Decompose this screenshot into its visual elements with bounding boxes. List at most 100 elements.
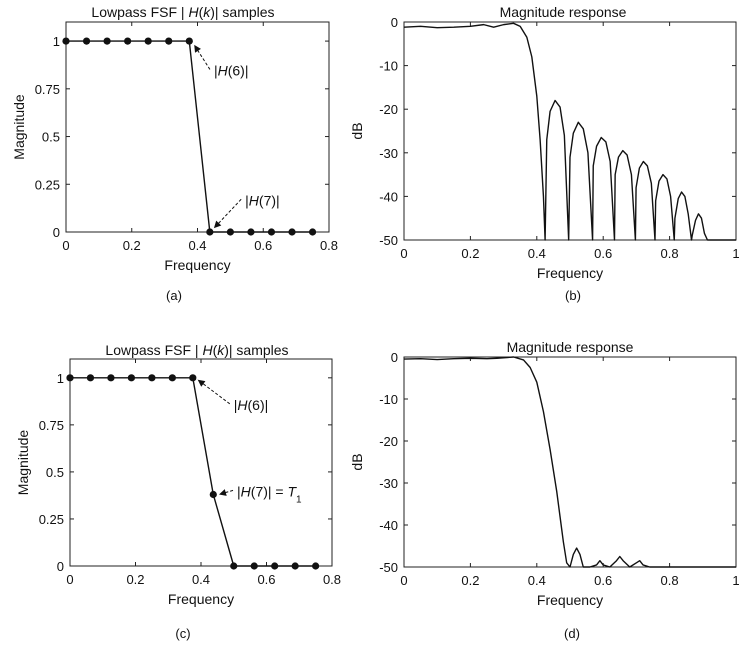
chart-title-part: k	[203, 4, 211, 20]
y-tick-label: -30	[379, 476, 398, 491]
x-tick-label: 0.8	[661, 573, 679, 588]
chart-title-part: Magnitude response	[500, 4, 627, 20]
chart-title-part: (	[213, 342, 218, 358]
x-tick-label: 0	[62, 238, 69, 253]
x-tick-label: 0.8	[661, 246, 679, 261]
data-point	[165, 37, 173, 45]
data-point	[291, 562, 299, 570]
x-tick-label: 0.2	[123, 238, 141, 253]
chart-title-part: )| samples	[224, 342, 288, 358]
chart-title: Magnitude response	[500, 4, 627, 20]
chart-title-part: k	[217, 342, 225, 358]
x-tick-label: 0	[400, 246, 407, 261]
annotation-label-part: (6)|	[228, 62, 249, 78]
y-tick-label: -10	[379, 392, 398, 407]
y-tick-label: 0.5	[46, 465, 64, 480]
data-point	[226, 228, 234, 236]
y-tick-label: 1	[57, 371, 64, 386]
x-tick-label: 1	[732, 246, 739, 261]
plot-frame	[65, 21, 330, 233]
data-point	[148, 374, 156, 382]
annotation-arrowhead	[213, 220, 222, 229]
chart-title-part: H	[202, 342, 213, 358]
data-point	[66, 374, 74, 382]
annotation-label-part: (7)| =	[251, 483, 288, 499]
y-tick-label: 0	[53, 225, 60, 240]
x-tick-label: 0.4	[188, 238, 206, 253]
chart-panel-c: 0 0.2 0.4 0.6 0.8 0 0.25 0.5 0.75 1 Lowpass FSF | …	[15, 342, 341, 641]
x-axis-label: Frequency	[164, 257, 230, 273]
data-point	[124, 37, 132, 45]
y-tick-label: 0	[391, 350, 398, 365]
data-point	[230, 562, 238, 570]
y-tick-label: 0.25	[39, 512, 64, 527]
y-tick-label: 1	[53, 34, 60, 49]
y-tick-label: 0	[391, 15, 398, 30]
y-axis-label: Magnitude	[15, 430, 31, 496]
x-tick-label: 0.2	[461, 573, 479, 588]
plot-frame	[403, 356, 737, 568]
x-tick-label: 1	[732, 573, 739, 588]
annotation-arrow	[197, 379, 231, 405]
x-tick-label: 0.4	[192, 572, 210, 587]
annotation-arrowhead	[194, 44, 201, 53]
annotation-label-part: H	[237, 397, 248, 413]
annotation-label-part: (6)|	[248, 397, 269, 413]
plot-frame	[69, 358, 333, 567]
annotation-label-part: |	[214, 62, 218, 78]
y-tick-label: -30	[379, 146, 398, 161]
annotation-arrowhead	[219, 489, 227, 496]
annotation-label: |H(6)|	[234, 397, 269, 413]
y-tick-label: 0.75	[35, 82, 60, 97]
annotation-arrowhead	[197, 379, 206, 387]
data-point	[250, 562, 258, 570]
x-axis-label: Frequency	[537, 592, 603, 608]
y-axis-label: dB	[349, 122, 365, 139]
data-point	[107, 374, 115, 382]
chart-title-part: Lowpass FSF |	[105, 342, 202, 358]
x-axis-label: Frequency	[537, 265, 603, 281]
data-point	[206, 228, 214, 236]
x-tick-label: 0.8	[320, 238, 338, 253]
data-point	[144, 37, 152, 45]
annotation-label-part: H	[241, 483, 252, 499]
x-axis-label: Frequency	[168, 591, 234, 607]
x-tick-label: 0.2	[126, 572, 144, 587]
x-tick-label: 0.8	[323, 572, 341, 587]
annotation-label-part: |	[237, 483, 241, 499]
annotation-label-part: |	[234, 397, 238, 413]
data-point	[86, 374, 95, 382]
y-tick-label: 0.5	[42, 130, 60, 145]
annotation-label-part: H	[218, 62, 229, 78]
data-point	[185, 37, 193, 45]
y-tick-label: 0.25	[35, 177, 60, 192]
y-tick-label: 0.75	[39, 418, 64, 433]
chart-title-part: H	[188, 4, 199, 20]
data-point	[209, 490, 217, 499]
x-tick-label: 0	[66, 572, 73, 587]
x-tick-label: 0.4	[528, 573, 546, 588]
data-point	[312, 562, 320, 570]
chart-title-part: (	[199, 4, 204, 20]
annotation-label-part: H	[249, 192, 260, 208]
plot-frame	[403, 21, 737, 241]
y-tick-label: -20	[379, 434, 398, 449]
annotation-label-part: 1	[296, 494, 302, 505]
data-point	[247, 228, 255, 236]
data-point	[103, 37, 111, 45]
y-axis-label: dB	[349, 453, 365, 470]
chart-panel-b: 0 0.2 0.4 0.6 0.8 1 -50 -40 -30 -20 -10 0 Magnitude …	[349, 4, 740, 303]
y-tick-label: -50	[379, 560, 398, 575]
x-tick-label: 0.2	[461, 246, 479, 261]
data-point	[168, 374, 176, 382]
annotation-label: |H(7)| = T1	[237, 483, 302, 505]
chart-title-part: )| samples	[210, 4, 274, 20]
data-point	[189, 374, 197, 382]
y-tick-label: -40	[379, 189, 398, 204]
x-tick-label: 0.6	[594, 573, 612, 588]
panel-caption: (d)	[564, 626, 580, 641]
data-point	[127, 374, 136, 382]
x-tick-label: 0.6	[257, 572, 275, 587]
